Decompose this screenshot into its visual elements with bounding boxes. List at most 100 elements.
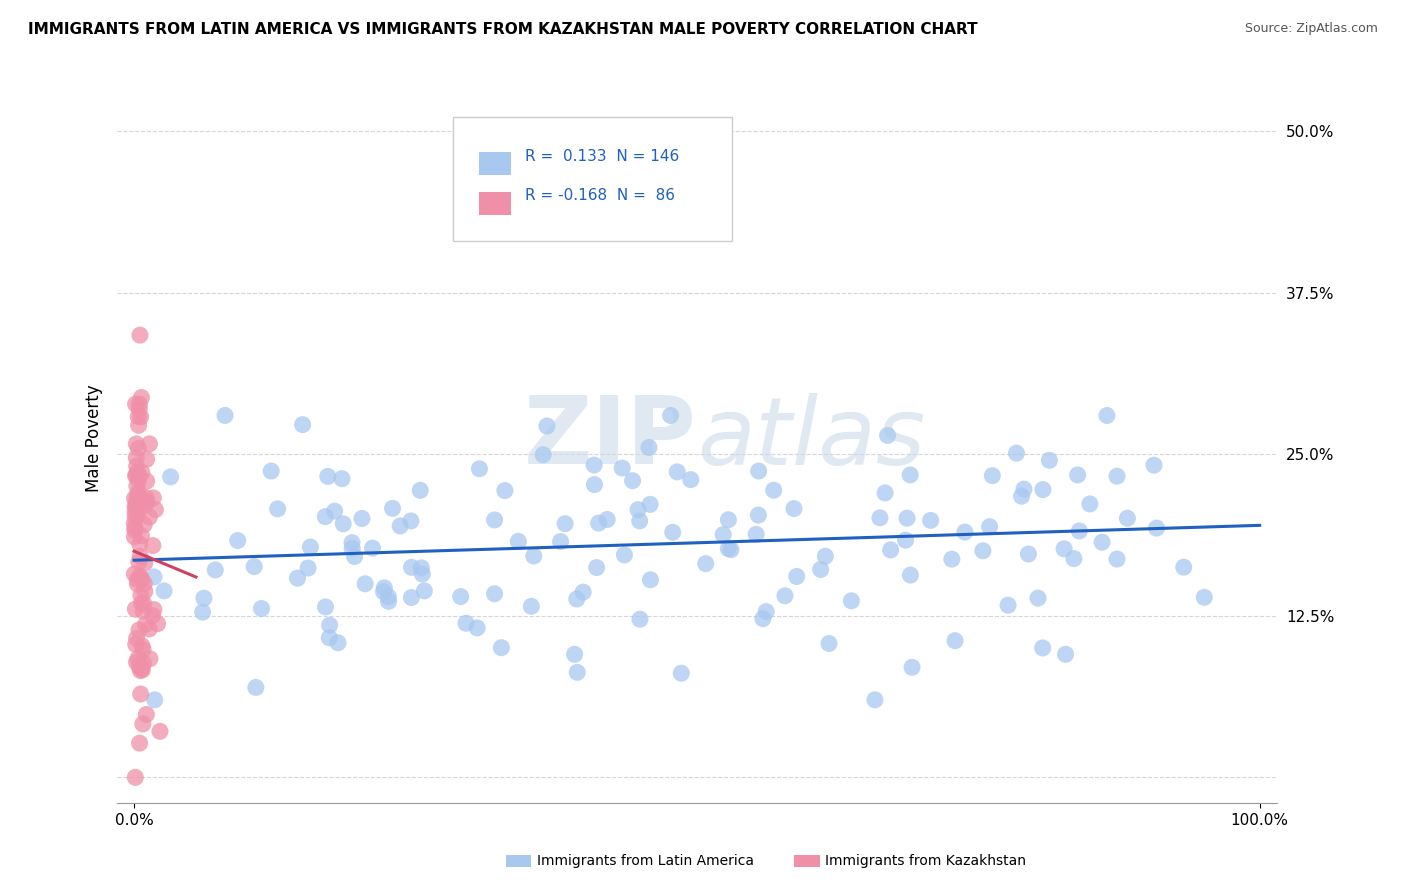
Point <box>131 663 153 677</box>
Point <box>135 707 157 722</box>
Point <box>564 648 586 662</box>
Point <box>149 724 172 739</box>
Point <box>711 527 734 541</box>
Point <box>145 502 167 516</box>
Point <box>127 508 149 522</box>
Point <box>127 485 149 500</box>
Point <box>131 572 153 586</box>
Point <box>1032 640 1054 655</box>
Point <box>299 540 322 554</box>
Point <box>127 577 149 591</box>
Point <box>841 594 863 608</box>
Point <box>1105 469 1128 483</box>
Point <box>134 517 156 532</box>
Point <box>128 623 150 637</box>
Point <box>661 525 683 540</box>
Point <box>628 514 651 528</box>
Point <box>491 640 513 655</box>
Point <box>129 571 152 585</box>
Point <box>373 581 395 595</box>
Point <box>1012 482 1035 496</box>
Point <box>142 602 165 616</box>
Point <box>125 450 148 465</box>
Point <box>1066 467 1088 482</box>
Point <box>389 519 412 533</box>
Point <box>873 486 896 500</box>
Point <box>411 561 433 575</box>
Point <box>1053 541 1076 556</box>
Point <box>508 534 530 549</box>
Point <box>520 599 543 614</box>
Point <box>127 487 149 501</box>
Point <box>638 441 661 455</box>
Point <box>127 651 149 665</box>
Point <box>786 569 808 583</box>
Point <box>129 549 152 564</box>
Point <box>671 666 693 681</box>
Point <box>139 651 162 665</box>
Point <box>354 576 377 591</box>
Point <box>129 589 152 603</box>
Point <box>1005 446 1028 460</box>
Point <box>550 534 572 549</box>
Point <box>128 469 150 483</box>
Point <box>191 605 214 619</box>
Point <box>1091 535 1114 549</box>
Point <box>531 448 554 462</box>
Point <box>125 494 148 508</box>
Point <box>896 511 918 525</box>
Text: ZIP: ZIP <box>524 392 697 484</box>
Text: Source: ZipAtlas.com: Source: ZipAtlas.com <box>1244 22 1378 36</box>
Point <box>243 559 266 574</box>
Point <box>572 585 595 599</box>
Point <box>136 494 159 508</box>
Point <box>1026 591 1049 606</box>
Point <box>762 483 785 498</box>
Point <box>997 598 1019 612</box>
Point <box>135 491 157 505</box>
Point <box>318 631 340 645</box>
Point <box>129 328 152 343</box>
Point <box>143 693 166 707</box>
Point <box>953 525 976 540</box>
Point <box>565 592 588 607</box>
Point <box>1069 524 1091 538</box>
Point <box>124 523 146 537</box>
Point <box>494 483 516 498</box>
Point <box>128 736 150 750</box>
Point <box>143 570 166 584</box>
Point <box>628 612 651 626</box>
Point <box>343 549 366 564</box>
Point <box>291 417 314 432</box>
Point <box>125 479 148 493</box>
Point <box>132 717 155 731</box>
Point <box>613 548 636 562</box>
Point <box>340 541 363 556</box>
Point <box>135 452 157 467</box>
Y-axis label: Male Poverty: Male Poverty <box>86 384 103 491</box>
Point <box>411 567 433 582</box>
Point <box>297 561 319 575</box>
Point <box>869 511 891 525</box>
Point <box>131 466 153 480</box>
Point <box>124 509 146 524</box>
Point <box>124 602 146 616</box>
Point <box>124 516 146 530</box>
Point <box>138 510 160 524</box>
Point <box>717 513 740 527</box>
Point <box>567 665 589 680</box>
Point <box>1173 560 1195 574</box>
Point <box>128 537 150 551</box>
Point <box>536 419 558 434</box>
Point <box>132 656 155 670</box>
Point <box>159 470 181 484</box>
Point <box>401 591 423 605</box>
Point <box>752 612 775 626</box>
Point <box>638 497 661 511</box>
Point <box>554 516 576 531</box>
Point <box>131 391 153 405</box>
Point <box>465 621 488 635</box>
Point <box>326 636 349 650</box>
Point <box>153 583 176 598</box>
Point <box>783 501 806 516</box>
